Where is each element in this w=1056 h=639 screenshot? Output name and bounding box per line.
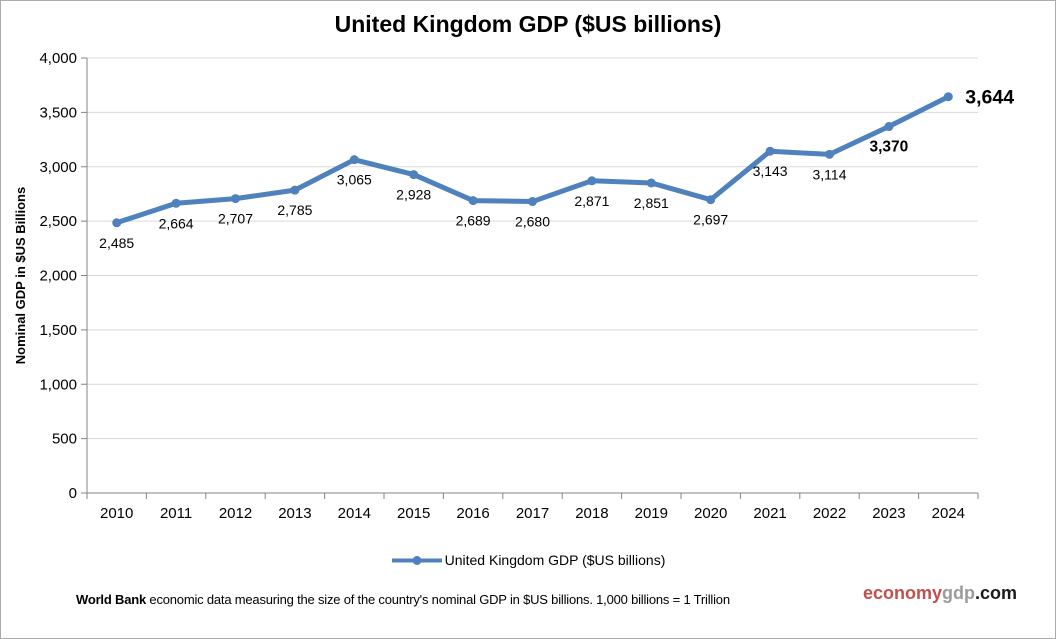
data-point <box>231 194 240 204</box>
footer-source: World Bank <box>76 592 146 607</box>
x-tick-label: 2015 <box>397 505 430 522</box>
brand-economy: economy <box>862 583 942 603</box>
value-label: 2,664 <box>159 215 194 231</box>
brand-link[interactable]: economygdp.com <box>863 583 1017 604</box>
value-label: 2,871 <box>574 193 609 209</box>
y-tick-label: 1,500 <box>39 322 77 339</box>
data-point <box>706 195 716 205</box>
x-tick-label: 2023 <box>872 505 905 522</box>
data-point <box>825 149 834 159</box>
value-label: 2,851 <box>634 195 669 211</box>
brand-gdp: gdp <box>941 583 975 603</box>
y-axis-title: Nominal GDP in $US Billions <box>13 187 28 364</box>
value-label: 3,114 <box>813 166 847 182</box>
value-label: 3,370 <box>870 139 909 156</box>
y-tick-label: 500 <box>52 431 77 448</box>
x-tick-label: 2012 <box>219 505 252 522</box>
data-point <box>765 146 775 156</box>
data-point <box>884 122 894 132</box>
value-label: 3,143 <box>753 163 788 179</box>
x-tick-label: 2016 <box>456 505 489 522</box>
x-tick-label: 2021 <box>753 505 786 522</box>
x-tick-label: 2013 <box>278 505 311 522</box>
y-tick-label: 0 <box>69 485 77 502</box>
x-tick-label: 2019 <box>635 505 668 522</box>
value-label: 2,689 <box>456 213 491 229</box>
value-label: 2,697 <box>693 212 728 228</box>
x-tick-label: 2020 <box>694 505 727 522</box>
value-label: 2,485 <box>99 235 134 251</box>
data-point <box>290 185 300 195</box>
data-point <box>468 196 478 206</box>
data-point <box>171 198 181 208</box>
data-point <box>528 197 537 207</box>
y-tick-label: 2,000 <box>39 268 77 285</box>
x-tick-label: 2018 <box>575 505 608 522</box>
y-tick-label: 1,000 <box>39 376 77 393</box>
data-point <box>587 176 597 186</box>
footer-text: economic data measuring the size of the … <box>146 592 730 607</box>
data-point <box>112 218 122 228</box>
chart-title: United Kingdom GDP ($US billions) <box>334 11 722 37</box>
data-point <box>349 155 359 165</box>
value-label: 2,928 <box>396 187 431 203</box>
legend-marker-icon <box>391 555 442 565</box>
value-label: 2,785 <box>277 202 312 218</box>
x-tick-label: 2017 <box>516 505 549 522</box>
footer-note: World Bank economic data measuring the s… <box>76 592 730 607</box>
x-tick-label: 2011 <box>160 505 192 522</box>
y-tick-label: 3,500 <box>39 104 77 121</box>
y-tick-label: 4,000 <box>39 50 77 67</box>
data-point <box>409 170 419 180</box>
x-tick-label: 2022 <box>813 505 846 522</box>
value-label: 3,644 <box>965 87 1014 109</box>
value-label: 3,065 <box>337 172 372 188</box>
data-point <box>646 178 656 188</box>
y-tick-label: 2,500 <box>39 213 77 230</box>
data-point <box>943 92 953 102</box>
x-tick-label: 2010 <box>100 505 133 522</box>
value-label: 2,680 <box>515 214 550 230</box>
x-tick-label: 2014 <box>338 505 371 522</box>
value-label: 2,707 <box>218 211 253 227</box>
legend: United Kingdom GDP ($US billions) <box>1 552 1055 568</box>
y-tick-label: 3,000 <box>39 159 77 176</box>
x-tick-label: 2024 <box>932 505 965 522</box>
legend-label: United Kingdom GDP ($US billions) <box>444 552 666 568</box>
brand-com: .com <box>974 583 1017 603</box>
